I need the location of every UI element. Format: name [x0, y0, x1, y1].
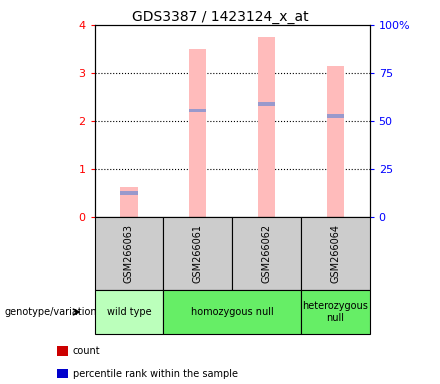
Bar: [95, 217, 163, 290]
Bar: [163, 290, 301, 334]
Bar: [189, 109, 206, 112]
Bar: [121, 191, 138, 195]
Bar: [232, 217, 301, 290]
Text: heterozygous
null: heterozygous null: [302, 301, 368, 323]
Text: percentile rank within the sample: percentile rank within the sample: [73, 369, 238, 379]
Text: wild type: wild type: [106, 307, 151, 317]
Bar: [301, 290, 370, 334]
Text: GSM266064: GSM266064: [330, 224, 340, 283]
Bar: [121, 187, 138, 217]
Bar: [258, 37, 275, 217]
Text: homozygous null: homozygous null: [191, 307, 274, 317]
Bar: [95, 290, 163, 334]
Text: genotype/variation: genotype/variation: [4, 307, 97, 317]
Text: GSM266062: GSM266062: [261, 224, 271, 283]
Bar: [189, 49, 206, 217]
Text: GDS3387 / 1423124_x_at: GDS3387 / 1423124_x_at: [132, 10, 308, 23]
Bar: [326, 114, 344, 118]
Bar: [301, 217, 370, 290]
Bar: [163, 217, 232, 290]
Bar: [326, 66, 344, 217]
Text: GSM266063: GSM266063: [124, 224, 134, 283]
Text: GSM266061: GSM266061: [193, 224, 203, 283]
Text: count: count: [73, 346, 100, 356]
Bar: [258, 103, 275, 106]
